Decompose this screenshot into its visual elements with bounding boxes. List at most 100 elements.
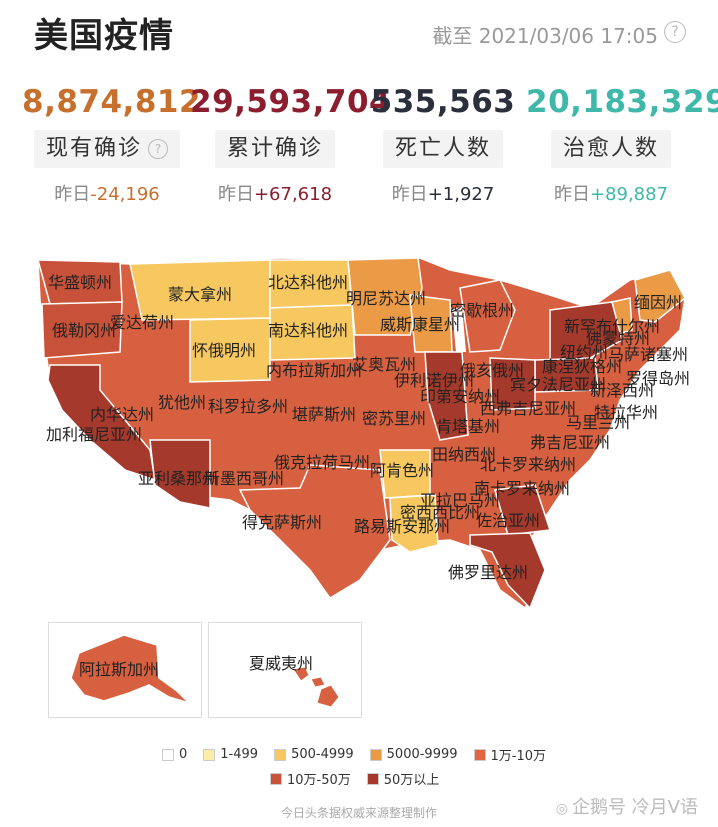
state-label: 华盛顿州 bbox=[48, 273, 112, 292]
stat-label: 累计确诊 bbox=[214, 130, 335, 168]
legend-swatch bbox=[203, 748, 216, 761]
stat-label: 死亡人数 bbox=[382, 130, 503, 168]
stat-delta-value: +67,618 bbox=[253, 184, 333, 205]
state-label: 路易斯安那州 bbox=[354, 517, 450, 536]
state-label: 新罕布什尔州 bbox=[564, 317, 660, 336]
state-georgia[interactable] bbox=[494, 484, 552, 536]
watermark-text: 企鹅号 冷月V语 bbox=[571, 797, 698, 818]
state-label: 马萨诸塞州 bbox=[608, 345, 688, 364]
state-label: 俄勒冈州 bbox=[52, 321, 116, 340]
state-louisiana[interactable] bbox=[389, 494, 439, 553]
state-label: 南卡罗来纳州 bbox=[474, 479, 570, 498]
stat-total-confirmed[interactable]: 29,593,704 累计确诊 昨日+67,618 bbox=[190, 82, 391, 206]
state-ohio[interactable] bbox=[489, 357, 536, 411]
update-time: 截至 2021/03/06 17:05 bbox=[432, 24, 658, 48]
state-label: 亚拉巴马州 bbox=[420, 491, 500, 510]
state-label: 弗吉尼亚州 bbox=[530, 433, 610, 452]
state-maine[interactable] bbox=[634, 269, 686, 323]
legend-item[interactable]: 1-499 bbox=[203, 745, 258, 764]
stat-delta: 昨日-24,196 bbox=[22, 180, 192, 206]
state-label: 威斯康星州 bbox=[380, 315, 460, 334]
state-label: 纽约州 bbox=[560, 343, 608, 362]
stat-recovered[interactable]: 20,183,329 治愈人数 昨日+89,887 bbox=[526, 82, 718, 206]
state-oregon[interactable] bbox=[41, 301, 123, 359]
question-circle-icon[interactable]: ? bbox=[148, 139, 168, 159]
legend-item[interactable]: 0 bbox=[162, 745, 187, 764]
state-label: 新墨西哥州 bbox=[204, 469, 284, 488]
state-label: 阿肯色州 bbox=[370, 461, 434, 480]
hawaii-svg: 夏威夷州 bbox=[249, 654, 340, 708]
state-hawaii[interactable] bbox=[292, 666, 340, 708]
legend-swatch bbox=[473, 748, 486, 761]
legend-label: 1万-10万 bbox=[490, 749, 547, 764]
state-florida[interactable] bbox=[469, 532, 546, 610]
stat-value: 20,183,329 bbox=[526, 84, 718, 120]
state-label: 特拉华州 bbox=[594, 403, 658, 422]
state-label: 内华达州 bbox=[90, 405, 154, 424]
state-label: 犹他州 bbox=[158, 393, 206, 412]
stat-delta: 昨日+1,927 bbox=[358, 180, 528, 206]
question-circle-icon[interactable]: ? bbox=[664, 21, 686, 43]
stat-delta-value: +89,887 bbox=[589, 184, 669, 205]
legend-item[interactable]: 5000-9999 bbox=[369, 745, 458, 764]
state-label: 科罗拉多州 bbox=[208, 397, 288, 416]
state-label: 内布拉斯加州 bbox=[266, 361, 362, 380]
stat-delta-prefix: 昨日 bbox=[54, 184, 91, 205]
legend-item[interactable]: 500-4999 bbox=[274, 745, 354, 764]
us-map[interactable]: 华盛顿州 俄勒冈州 爱达荷州 蒙大拿州 北达科他州 明尼苏达州 密歇根州 缅因州… bbox=[30, 240, 700, 610]
state-arizona[interactable] bbox=[149, 439, 211, 509]
state-label: 佐治亚州 bbox=[476, 511, 540, 530]
state-label: 西弗吉尼亚州 bbox=[480, 399, 576, 418]
state-label: 加利福尼亚州 bbox=[46, 425, 142, 444]
state-label: 肯塔基州 bbox=[436, 417, 500, 436]
state-label: 缅因州 bbox=[634, 293, 682, 312]
state-label: 佛蒙特州 bbox=[586, 329, 650, 348]
state-new-york[interactable] bbox=[549, 301, 623, 361]
hawaii-inset[interactable]: 夏威夷州 bbox=[208, 622, 362, 718]
legend-swatch bbox=[274, 748, 287, 761]
state-label: 伊利诺伊州 bbox=[394, 371, 474, 390]
legend-item[interactable]: 1万-10万 bbox=[473, 745, 547, 764]
map-svg[interactable]: 华盛顿州 俄勒冈州 爱达荷州 蒙大拿州 北达科他州 明尼苏达州 密歇根州 缅因州… bbox=[30, 240, 700, 610]
state-alaska[interactable] bbox=[70, 634, 190, 704]
legend-label: 500-4999 bbox=[291, 747, 354, 762]
stat-label: 现有确诊? bbox=[33, 130, 180, 168]
state-michigan[interactable] bbox=[459, 279, 516, 353]
stat-delta: 昨日+89,887 bbox=[526, 180, 696, 206]
state-label: 密苏里州 bbox=[362, 409, 426, 428]
legend-swatch bbox=[369, 748, 382, 761]
state-label: 北卡罗来纳州 bbox=[480, 455, 576, 474]
alaska-svg: 阿拉斯加州 bbox=[70, 634, 190, 704]
state-texas[interactable] bbox=[238, 464, 391, 599]
state-label: 阿拉斯加州 bbox=[79, 660, 159, 679]
state-california[interactable] bbox=[47, 364, 156, 482]
legend-swatch bbox=[270, 772, 282, 785]
alaska-inset[interactable]: 阿拉斯加州 bbox=[48, 622, 202, 718]
state-label: 田纳西州 bbox=[432, 445, 496, 464]
state-label: 马里兰州 bbox=[566, 413, 630, 432]
stat-label-text: 现有确诊 bbox=[45, 136, 142, 161]
state-label: 蒙大拿州 bbox=[168, 285, 232, 304]
stat-current-confirmed[interactable]: 8,874,812 现有确诊? 昨日-24,196 bbox=[22, 82, 201, 206]
state-label: 亚利桑那州 bbox=[138, 469, 218, 488]
stat-deaths[interactable]: 535,563 死亡人数 昨日+1,927 bbox=[358, 82, 528, 206]
lake-michigan bbox=[452, 306, 466, 352]
state-label: 新泽西州 bbox=[590, 381, 654, 400]
state-label: 康涅狄格州 bbox=[542, 357, 622, 376]
legend-item[interactable]: 50万以上 bbox=[366, 769, 440, 788]
state-wyoming[interactable] bbox=[189, 317, 271, 383]
legend-label: 50万以上 bbox=[383, 773, 440, 788]
legend-item[interactable]: 10万-50万 bbox=[270, 769, 351, 788]
state-label: 夏威夷州 bbox=[249, 654, 313, 673]
state-label: 佛罗里达州 bbox=[448, 563, 528, 582]
state-label: 艾奥瓦州 bbox=[352, 355, 416, 374]
stat-delta-value: +1,927 bbox=[427, 184, 495, 205]
state-label: 罗得岛州 bbox=[626, 369, 690, 388]
legend-row-1: 0 1-499 500-4999 5000-9999 1万-10万 bbox=[162, 745, 546, 764]
state-label: 怀俄明州 bbox=[192, 341, 256, 360]
stat-delta-value: -24,196 bbox=[90, 184, 160, 205]
page-title: 美国疫情 bbox=[34, 16, 174, 56]
stat-delta: 昨日+67,618 bbox=[190, 180, 360, 206]
state-label: 堪萨斯州 bbox=[292, 405, 356, 424]
state-illinois[interactable] bbox=[424, 351, 469, 441]
